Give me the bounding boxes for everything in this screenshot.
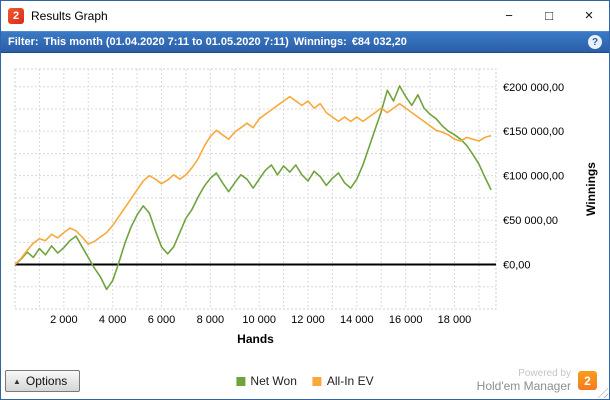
series-line-net-won [14,85,492,291]
chart-region: 2 000 4 000 6 000 8 000 10 000 12 000 14 000 16… [1,53,609,363]
x-axis-title: Hands [237,332,274,346]
y-axis-title: Winnings [584,162,598,216]
chart-legend: Net Won All-In EV [236,374,374,388]
powered-by-block: Powered by Hold'em Manager 2 [477,368,597,393]
legend-item: Net Won [236,374,297,388]
brand-logo-icon: 2 [578,371,597,391]
filter-bar: Filter: This month (01.04.2020 7:11 to 0… [1,31,609,53]
filter-label: Filter: [8,36,39,48]
maximize-button[interactable]: □ [529,1,569,31]
brand-name: Hold'em Manager [476,378,571,393]
filter-value: This month (01.04.2020 7:11 to 01.05.202… [43,36,289,48]
winnings-value: €84 032,20 [351,36,407,48]
legend-label: All-In EV [326,374,374,388]
y-tick-label: €150 000,00 [503,126,564,138]
x-tick-label: 18 000 [438,314,472,326]
app-icon: 2 [8,8,24,24]
legend-swatch [312,376,322,386]
x-tick-label: 8 000 [197,314,225,326]
x-tick-label: 10 000 [242,314,276,326]
close-button[interactable]: × [569,1,609,31]
powered-by-text: Powered by Hold'em Manager [477,368,571,393]
minimize-button[interactable]: − [489,1,529,31]
options-button[interactable]: ▲ Options [5,370,81,392]
titlebar: 2 Results Graph − □ × [1,1,609,31]
collapse-arrow-icon: ▲ [13,376,21,386]
x-tick-label: 16 000 [389,314,423,326]
x-tick-label: 4 000 [99,314,127,326]
results-chart: 2 000 4 000 6 000 8 000 10 000 12 000 14 000 16… [14,68,598,346]
y-tick-label: €0,00 [503,260,531,272]
series-line-all-in-ev [14,95,492,266]
options-button-label: Options [25,374,68,388]
legend-item: All-In EV [312,374,374,388]
y-tick-label: €50 000,00 [503,215,558,227]
legend-label: Net Won [250,374,297,388]
x-tick-label: 6 000 [148,314,176,326]
powered-by-label: Powered by [518,368,571,380]
footer-bar: ▲ Options Net Won All-In EV Powered by Ho… [1,363,609,399]
x-tick-label: 14 000 [340,314,374,326]
help-icon[interactable]: ? [588,35,602,49]
window-title: Results Graph [31,9,108,23]
winnings-label: Winnings: [293,36,347,48]
y-tick-label: €100 000,00 [503,171,564,183]
window-controls: − □ × [489,1,609,31]
x-tick-label: 12 000 [291,314,325,326]
plot-border [14,68,497,310]
y-tick-label: €200 000,00 [503,82,564,94]
x-tick-label: 2 000 [50,314,78,326]
legend-swatch [236,376,246,386]
